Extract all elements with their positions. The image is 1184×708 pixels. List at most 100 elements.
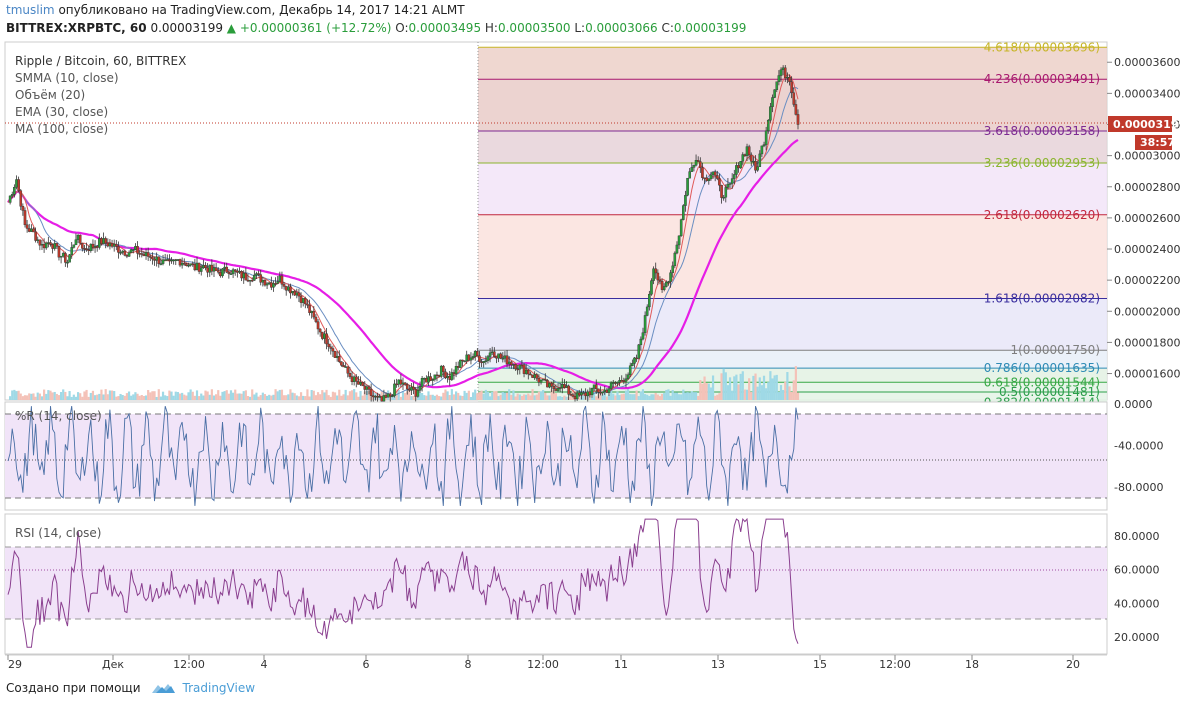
volume-bar [367,391,371,400]
volume-bar [796,392,800,400]
volume-bar [569,393,572,400]
volume-bar [775,374,778,400]
volume-bar [633,394,636,400]
volume-bar [191,391,194,400]
close-label: C: [661,21,674,35]
volume-bar [643,394,647,400]
candle-body [34,231,37,241]
candle-body [295,292,299,296]
countdown-tag [1135,135,1172,150]
candle-body [427,376,430,383]
candle-body [236,270,239,273]
candle-body [643,315,647,333]
tradingview-link[interactable]: TradingView [182,681,256,695]
volume-bar [556,396,560,400]
price-tick-label: 0.00003000 [1114,150,1180,163]
candle-body [13,187,16,195]
legend-volume[interactable]: Объём (20) [15,88,85,102]
candle-body [601,391,604,394]
volume-bar [329,396,332,400]
candle-body [539,379,543,383]
volume-bar [624,390,628,400]
candle-body [216,270,220,273]
volume-bar [259,395,262,400]
candle-body [151,256,154,260]
legend-wr[interactable]: %R (14, close) [15,409,102,423]
candle-body [157,256,161,264]
volume-bar [215,394,218,400]
candle-body [609,382,613,389]
volume-bar [11,390,14,400]
candle-body [703,177,706,179]
candle-body [376,395,379,398]
volume-bar [102,394,105,400]
volume-bar [134,392,137,400]
volume-bar [34,396,37,400]
volume-bar [486,391,490,400]
candle-body [369,389,373,396]
volume-bar [697,395,700,400]
volume-bar [711,375,715,400]
price-axis[interactable]: 0.000036000.000034000.000032000.00003000… [1107,56,1180,381]
candle-body [274,283,277,285]
candle-body [42,244,46,249]
time-tick-label: 20 [1066,658,1080,671]
candle-body [518,364,522,370]
author-link[interactable]: tmuslim [6,3,55,17]
volume-bar [735,374,738,400]
last-price-tag [1108,116,1172,132]
candle-body [117,246,120,253]
candle-body [403,382,407,385]
volume-bar [752,375,755,400]
legend-rsi[interactable]: RSI (14, close) [15,526,101,540]
candle-body [202,265,205,269]
candle-body [459,359,462,368]
rsi-band [5,547,1107,619]
volume-bar [779,385,783,400]
candle-body [614,382,617,384]
volume-bar [140,395,143,400]
volume-bar [270,395,273,400]
candle-body [174,259,178,261]
volume-bar [223,391,226,400]
candle-body [752,160,755,163]
volume-bar [525,394,528,400]
volume-bar [51,392,54,400]
legend-ema[interactable]: EMA (30, close) [15,105,108,119]
volume-bar [607,394,611,400]
candle-body [210,264,214,272]
volume-bar [312,390,315,400]
volume-bar [429,394,432,400]
volume-bar [616,391,619,400]
volume-bar [132,394,135,400]
rsi-tick-label: 80.0000 [1114,530,1160,543]
candle-body [745,146,749,157]
candle-body [756,166,759,171]
candle-body [580,392,583,396]
volume-bar [433,395,436,400]
volume-bar [669,395,672,400]
volume-bar [491,391,494,400]
volume-bar [701,383,704,400]
candle-body [669,272,672,282]
legend-ma[interactable]: MA (100, close) [15,122,108,136]
volume-bar [79,393,82,400]
volume-bar [533,395,536,400]
candle-body [783,67,787,78]
volume-bar [236,393,239,400]
candle-body [524,369,528,374]
candle-body [416,390,420,397]
volume-bar [106,394,109,400]
candle-body [185,263,188,266]
time-axis[interactable]: 29 Дек 12:00 4 6 8 12:00 11 13 15 12:00 18 20 [7,655,1080,671]
price-change: +0.00000361 (+12.72%) [239,21,392,35]
legend-smma[interactable]: SMMA (10, close) [15,71,119,85]
candle-body [662,286,666,290]
candle-body [718,178,721,186]
volume-bar [166,396,169,400]
high-label: H: [484,21,498,35]
volume-bar [482,393,485,400]
volume-bar [293,393,296,400]
fib-level-label: 0.786(0.00001635) [984,361,1100,375]
